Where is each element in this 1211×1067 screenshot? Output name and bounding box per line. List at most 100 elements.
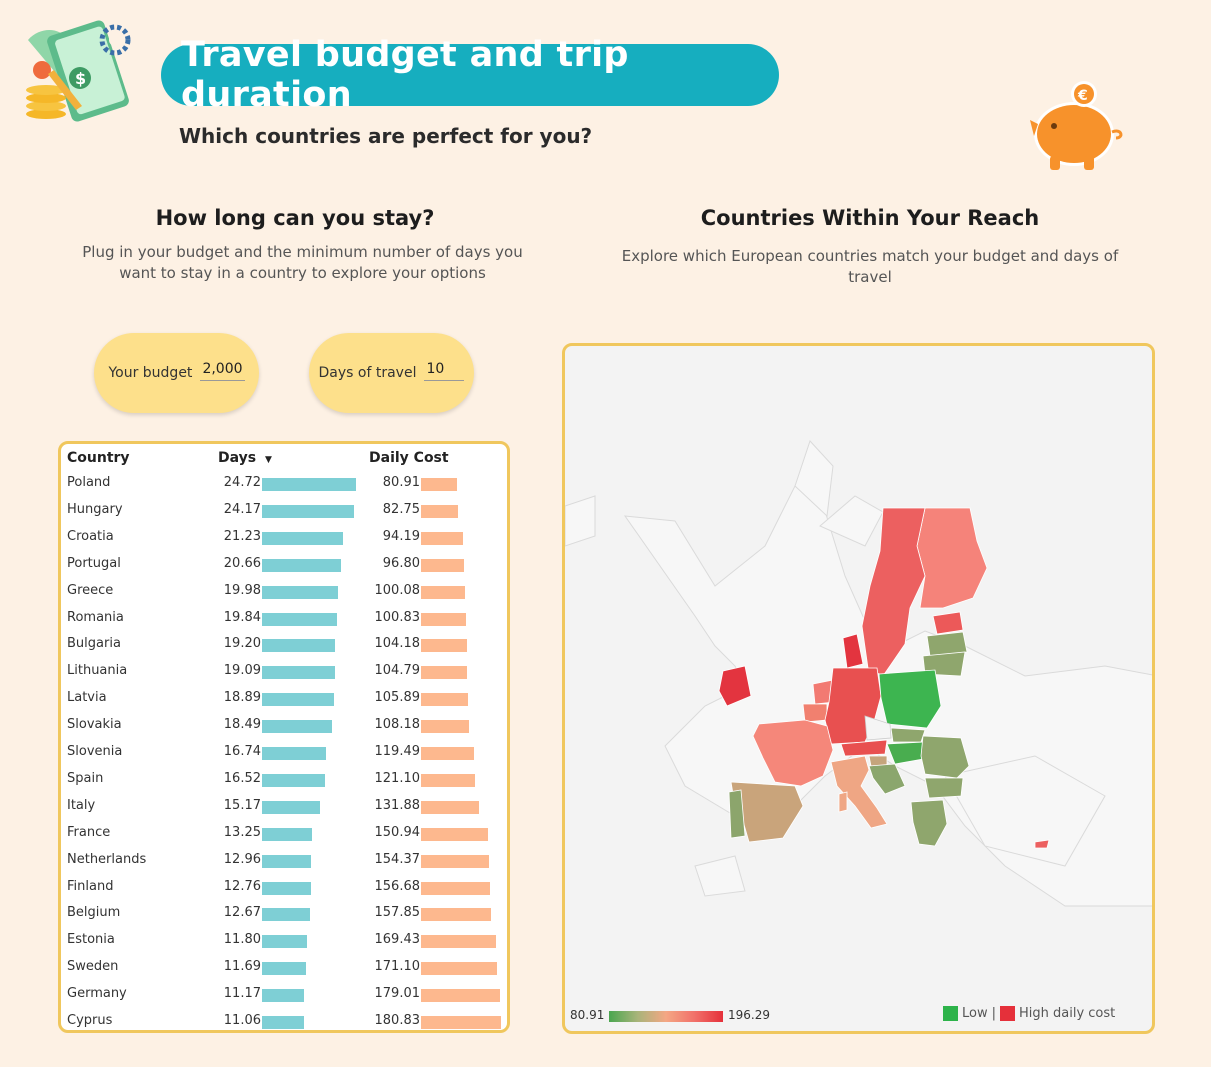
row-days: 11.69	[223, 959, 261, 975]
legend-separator: |	[991, 1006, 996, 1021]
days-bar	[262, 935, 307, 949]
days-input[interactable]: 10	[424, 361, 465, 381]
stay-section-title: How long can you stay?	[155, 206, 435, 230]
page-title: Travel budget and trip duration	[161, 35, 779, 115]
stay-section-description: Plug in your budget and the minimum numb…	[82, 243, 523, 282]
column-header-country[interactable]: Country	[67, 450, 130, 466]
days-input-control[interactable]: Days of travel 10	[309, 333, 474, 413]
table-row[interactable]: Netherlands 12.96 154.37	[61, 848, 507, 875]
row-days: 19.20	[223, 636, 261, 652]
row-days: 19.09	[223, 663, 261, 679]
table-row[interactable]: Slovenia 16.74 119.49	[61, 740, 507, 767]
column-header-daily-cost[interactable]: Daily Cost	[369, 450, 449, 466]
days-bar	[262, 531, 343, 545]
days-bar	[262, 747, 326, 760]
row-days: 24.72	[223, 475, 261, 490]
map-country-romania	[920, 735, 970, 779]
table-row[interactable]: Germany 11.17 179.01	[61, 982, 507, 1009]
page-subtitle: Which countries are perfect for you?	[179, 124, 593, 148]
daily-cost-bar	[421, 720, 469, 734]
row-days: 21.23	[223, 528, 261, 544]
row-country: Lithuania	[67, 663, 128, 679]
budget-input-control[interactable]: Your budget 2,000	[94, 333, 259, 413]
table-row[interactable]: Belgium 12.67 157.85	[61, 901, 507, 928]
row-days: 13.25	[223, 824, 261, 840]
daily-cost-bar	[421, 827, 488, 841]
row-country: Greece	[67, 582, 114, 598]
row-country: Germany	[67, 986, 127, 1002]
table-row[interactable]: Cyprus 11.06 180.83	[61, 1009, 507, 1036]
map-country-denmark	[842, 633, 864, 669]
row-daily-cost: 179.01	[374, 986, 421, 1002]
table-row[interactable]: Finland 12.76 156.68	[61, 875, 507, 902]
daily-cost-bar	[421, 558, 464, 572]
budget-label: Your budget	[108, 365, 193, 381]
column-header-days[interactable]: Days ▼	[218, 450, 272, 466]
daily-cost-bar	[421, 693, 468, 707]
row-daily-cost: 150.94	[374, 824, 421, 840]
table-row[interactable]: Croatia 21.23 94.19	[61, 525, 507, 552]
daily-cost-bar	[421, 666, 468, 680]
row-country: Sweden	[67, 959, 119, 975]
row-days: 15.17	[223, 797, 261, 813]
map-country-italy-sardinia	[838, 791, 848, 813]
map-country-bulgaria	[924, 777, 964, 799]
piggy-bank-icon: €	[1030, 81, 1123, 170]
table-row[interactable]: Sweden 11.69 171.10	[61, 955, 507, 982]
days-bar	[262, 504, 354, 518]
days-bar	[262, 612, 338, 626]
days-bar	[262, 585, 338, 599]
table-row[interactable]: Romania 19.84 100.83	[61, 606, 507, 633]
days-label: Days of travel	[318, 365, 417, 381]
table-row[interactable]: Lithuania 19.09 104.79	[61, 659, 507, 686]
europe-map[interactable]: 80.91 196.29 Low | High daily cost	[562, 343, 1155, 1034]
row-daily-cost: 80.91	[382, 475, 420, 490]
budget-input[interactable]: 2,000	[200, 361, 245, 381]
row-days: 18.89	[223, 690, 261, 706]
table-row[interactable]: Hungary 24.17 82.75	[61, 498, 507, 525]
table-row[interactable]: Estonia 11.80 169.43	[61, 928, 507, 955]
row-daily-cost: 154.37	[374, 851, 421, 867]
days-bar	[262, 1016, 305, 1029]
table-row[interactable]: Bulgaria 19.20 104.18	[61, 632, 507, 659]
map-country-ireland	[718, 665, 752, 707]
daily-cost-bar	[421, 478, 457, 491]
row-daily-cost: 82.75	[382, 501, 420, 517]
row-country: Croatia	[67, 528, 114, 544]
row-days: 19.98	[223, 582, 261, 598]
sort-desc-icon: ▼	[264, 455, 272, 465]
row-days: 11.80	[223, 932, 261, 948]
daily-cost-bar	[421, 504, 458, 518]
svg-text:€: €	[1077, 88, 1088, 104]
table-row[interactable]: Italy 15.17 131.88	[61, 794, 507, 821]
row-days: 18.49	[223, 717, 261, 733]
map-country-austria	[840, 739, 888, 757]
table-row[interactable]: Spain 16.52 121.10	[61, 767, 507, 794]
table-row[interactable]: Latvia 18.89 105.89	[61, 686, 507, 713]
row-daily-cost: 156.68	[374, 878, 421, 894]
daily-cost-bar	[421, 962, 497, 976]
daily-cost-bar	[421, 612, 466, 626]
legend-categories: Low | High daily cost	[943, 1006, 1115, 1021]
reach-section-title: Countries Within Your Reach	[700, 206, 1040, 230]
row-country: Cyprus	[67, 1013, 113, 1028]
table-row[interactable]: Greece 19.98 100.08	[61, 579, 507, 606]
table-row[interactable]: Slovakia 18.49 108.18	[61, 713, 507, 740]
days-bar	[262, 558, 341, 572]
daily-cost-bar	[421, 881, 491, 895]
reach-section-description: Explore which European countries match y…	[621, 247, 1119, 286]
table-row[interactable]: France 13.25 150.94	[61, 821, 507, 848]
row-daily-cost: 121.10	[374, 770, 421, 786]
row-daily-cost: 171.10	[374, 959, 421, 975]
map-country-latvia	[926, 631, 968, 657]
row-country: Slovakia	[67, 717, 122, 733]
row-daily-cost: 104.18	[374, 636, 421, 652]
table-row[interactable]: Poland 24.72 80.91	[61, 471, 507, 498]
row-daily-cost: 131.88	[374, 797, 421, 813]
map-country-finland	[916, 507, 988, 609]
table-row[interactable]: Portugal 20.66 96.80	[61, 552, 507, 579]
row-country: Latvia	[67, 690, 107, 706]
daily-cost-bar	[421, 989, 501, 1003]
row-daily-cost: 94.19	[382, 528, 420, 544]
map-country-czechia	[864, 715, 892, 741]
